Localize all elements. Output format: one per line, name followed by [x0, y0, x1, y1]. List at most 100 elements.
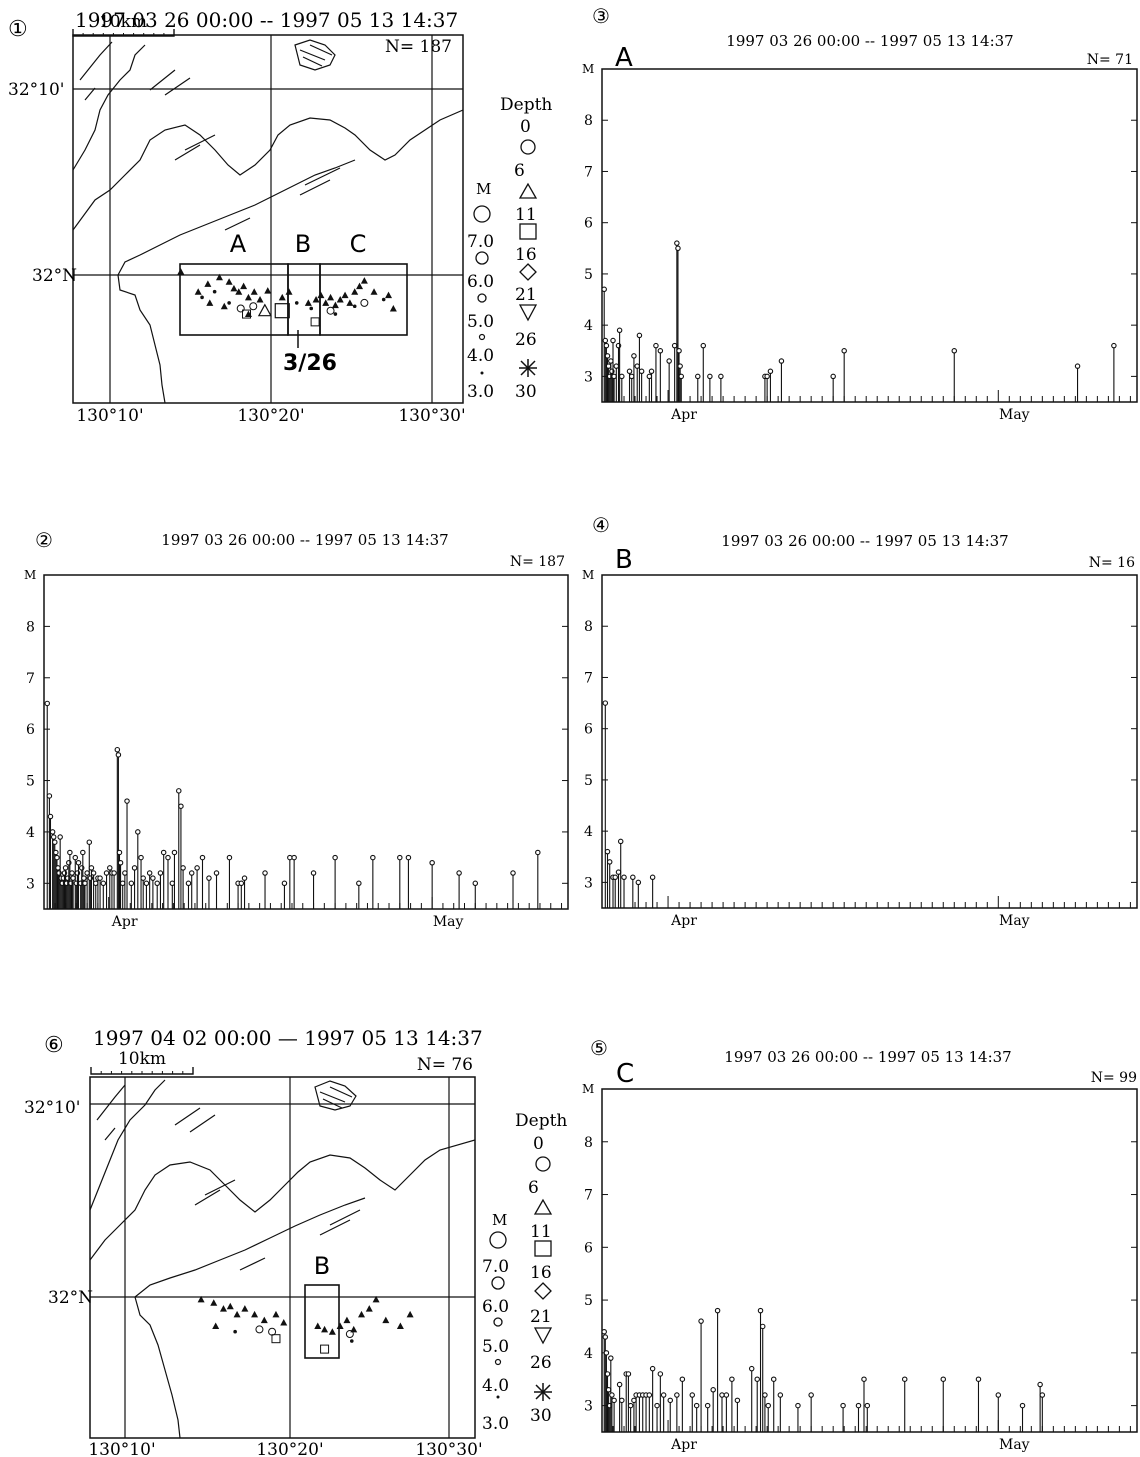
event-head	[719, 1392, 725, 1398]
epicenter-triangle	[336, 296, 344, 303]
epicenter-triangle	[260, 1316, 268, 1324]
event-head	[82, 880, 88, 887]
event-head	[646, 373, 653, 380]
event-head	[157, 870, 164, 876]
event-head	[625, 1371, 632, 1377]
epicenter-triangle	[382, 1316, 390, 1324]
event-head	[626, 368, 633, 375]
event-head	[194, 865, 200, 871]
epicenter-triangle	[235, 288, 243, 295]
depth-circle-icon	[520, 139, 536, 155]
event-head	[657, 348, 664, 354]
event-head	[143, 880, 150, 887]
epicenter-triangle	[264, 287, 272, 294]
event-head	[649, 874, 656, 881]
panel-6-number: ⑥	[44, 1033, 64, 1058]
event-head	[754, 1376, 760, 1382]
event-head	[808, 1392, 814, 1398]
event-head	[609, 1392, 615, 1398]
epicenter-triangle	[272, 1310, 280, 1318]
event-head	[199, 854, 206, 861]
mag-value-5-p6: 5.0	[482, 1337, 509, 1357]
panel-4-timeseries: M 3 4 5 6 7 8 Apr May	[582, 568, 1138, 929]
panel-6-lon-label-13010: 130°10'	[88, 1440, 155, 1457]
event-head	[206, 875, 212, 881]
y-tick-label: 6	[584, 722, 593, 738]
event-head	[675, 245, 681, 252]
y-axis-label: M	[582, 62, 594, 76]
epicenter-triangle	[204, 280, 212, 287]
y-tick-label: 3	[584, 369, 593, 385]
event-head	[49, 829, 56, 835]
panel-3-number: ③	[592, 4, 610, 28]
epicenter-triangle	[360, 277, 368, 284]
epicenter-circle	[255, 1325, 264, 1334]
depth-value-30: 30	[515, 382, 537, 402]
event-head	[88, 865, 95, 871]
depth-value-11-p6: 11	[530, 1222, 552, 1242]
x-month-label: May	[999, 1437, 1030, 1453]
epicenter-triangle	[356, 282, 364, 290]
epicenter-triangle	[219, 1305, 227, 1312]
panel-1-count: N= 187	[385, 37, 452, 57]
mag-symbol-6	[475, 251, 489, 265]
event-head	[611, 1397, 617, 1404]
depth-diamond-icon	[519, 263, 537, 281]
y-tick-label: 8	[584, 113, 593, 129]
epicenter-circle	[345, 1330, 354, 1339]
event-head	[93, 880, 99, 887]
epicenter-triangle	[230, 284, 238, 292]
epicenter-circle	[236, 304, 245, 313]
event-head	[53, 849, 59, 856]
event-head	[605, 1387, 612, 1393]
event-head	[107, 865, 113, 871]
event-head	[472, 880, 479, 887]
y-tick-label: 8	[26, 619, 35, 635]
epicenter-triangle	[321, 1325, 329, 1333]
epicenter-triangle	[351, 288, 359, 295]
event-head	[864, 1402, 871, 1409]
epicenter-triangle	[365, 1305, 373, 1312]
x-month-label: May	[433, 914, 464, 930]
panel-6-fault-segments	[96, 1084, 361, 1271]
epicenter-triangle	[256, 296, 264, 303]
panel-5-number: ⑤	[590, 1036, 608, 1060]
panel-6-bay-line	[90, 1079, 166, 1211]
panel-2-count: N= 187	[510, 554, 565, 570]
epicenter-circle	[326, 306, 335, 315]
y-tick-label: 3	[26, 876, 35, 892]
event-head	[603, 342, 610, 349]
event-head	[67, 849, 73, 856]
region-label-a: A	[230, 230, 247, 258]
event-head	[1039, 1392, 1046, 1398]
epicenter-triangle	[350, 1325, 358, 1333]
event-head	[638, 368, 645, 375]
epicenter-triangle	[220, 302, 228, 310]
event-head	[671, 342, 678, 349]
depth-square-icon	[534, 1240, 552, 1257]
event-head	[185, 880, 192, 887]
event-head	[764, 373, 770, 380]
panel-5-region-letter: C	[616, 1059, 634, 1089]
event-head	[52, 839, 58, 845]
depth-asterisk-icon	[534, 1383, 552, 1401]
event-head	[138, 854, 144, 861]
panel-1-number: ①	[8, 17, 28, 42]
panel-1-map-linework	[73, 35, 463, 403]
event-head	[1111, 342, 1117, 349]
panel-1-lon-label-13010: 130°10'	[76, 406, 143, 426]
event-head	[695, 373, 701, 380]
epicenter-triangle	[233, 1310, 241, 1318]
event-head	[180, 865, 186, 871]
event-head	[666, 358, 672, 364]
event-head	[729, 1376, 735, 1382]
depth-inverted-triangle-icon	[533, 1327, 553, 1345]
event-head	[723, 1392, 730, 1398]
depth-triangle-icon	[518, 182, 538, 199]
event-head	[310, 870, 317, 876]
event-head	[160, 849, 167, 856]
event-head	[616, 327, 623, 334]
event-head	[171, 849, 178, 856]
event-head	[718, 373, 724, 380]
